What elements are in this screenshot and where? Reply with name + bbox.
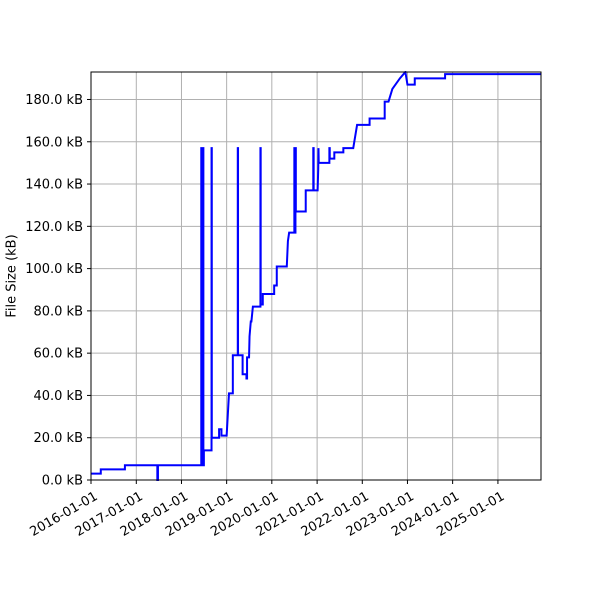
series-layer: [91, 71, 541, 481]
y-tick-label: 140.0 kB: [25, 178, 83, 193]
y-tick-label: 60.0 kB: [33, 347, 83, 362]
y-axis-label: File Size (kB): [5, 234, 20, 317]
y-tick-label: 40.0 kB: [33, 389, 83, 404]
y-axis-ticks: 0.0 kB 20.0 kB 40.0 kB 60.0 kB 80.0 kB 100.0 …: [25, 93, 91, 489]
file-size-series-line: [91, 71, 541, 481]
y-tick-label: 20.0 kB: [33, 431, 83, 446]
plot-frame: [90, 71, 542, 481]
y-tick-label: 180.0 kB: [25, 93, 83, 108]
y-tick-label: 100.0 kB: [25, 262, 83, 277]
y-tick-label: 120.0 kB: [25, 220, 83, 235]
y-tick-label: 0.0 kB: [42, 474, 83, 489]
y-tick-label: 80.0 kB: [33, 304, 83, 319]
y-tick-label: 160.0 kB: [25, 135, 83, 150]
